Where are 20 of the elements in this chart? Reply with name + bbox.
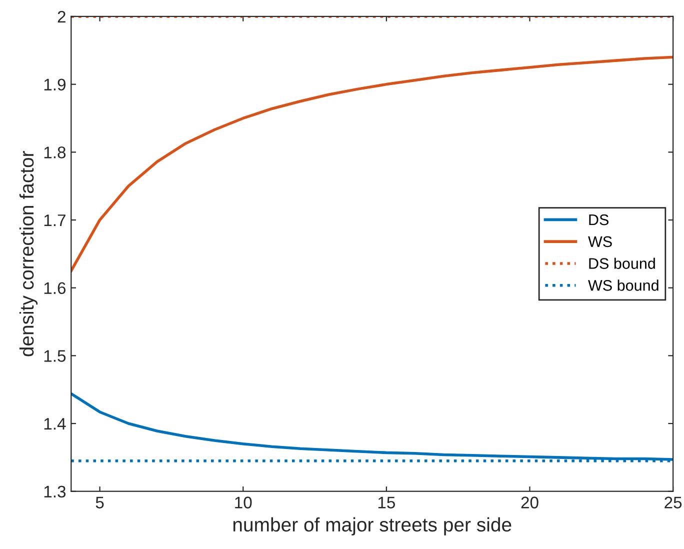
y-tick-label: 1.4 (44, 418, 66, 430)
legend-label: DS (589, 214, 608, 226)
line-series (71, 56, 674, 272)
y-tick-label: 1.8 (44, 146, 66, 158)
y-tick-label: 2 (58, 10, 66, 23)
x-tick-label: 25 (664, 496, 682, 508)
x-tick-label: 10 (235, 496, 252, 508)
x-tick-label: 5 (96, 496, 104, 508)
legend-label: WS bound (588, 280, 658, 291)
y-tick-label: 1.7 (44, 214, 66, 226)
x-axis-title: number of major streets per side (233, 517, 512, 536)
legend-label: WS (588, 236, 612, 248)
y-tick-label: 1.6 (44, 282, 66, 294)
y-axis-title: density correction factor (19, 151, 38, 356)
x-tick-label: 20 (521, 496, 538, 508)
x-tick-label: 15 (378, 496, 395, 508)
y-tick-label: 1.9 (44, 78, 66, 91)
y-tick-label: 1.3 (44, 486, 66, 498)
y-tick-label: 1.5 (44, 350, 66, 362)
legend-label: DS bound (589, 258, 655, 269)
